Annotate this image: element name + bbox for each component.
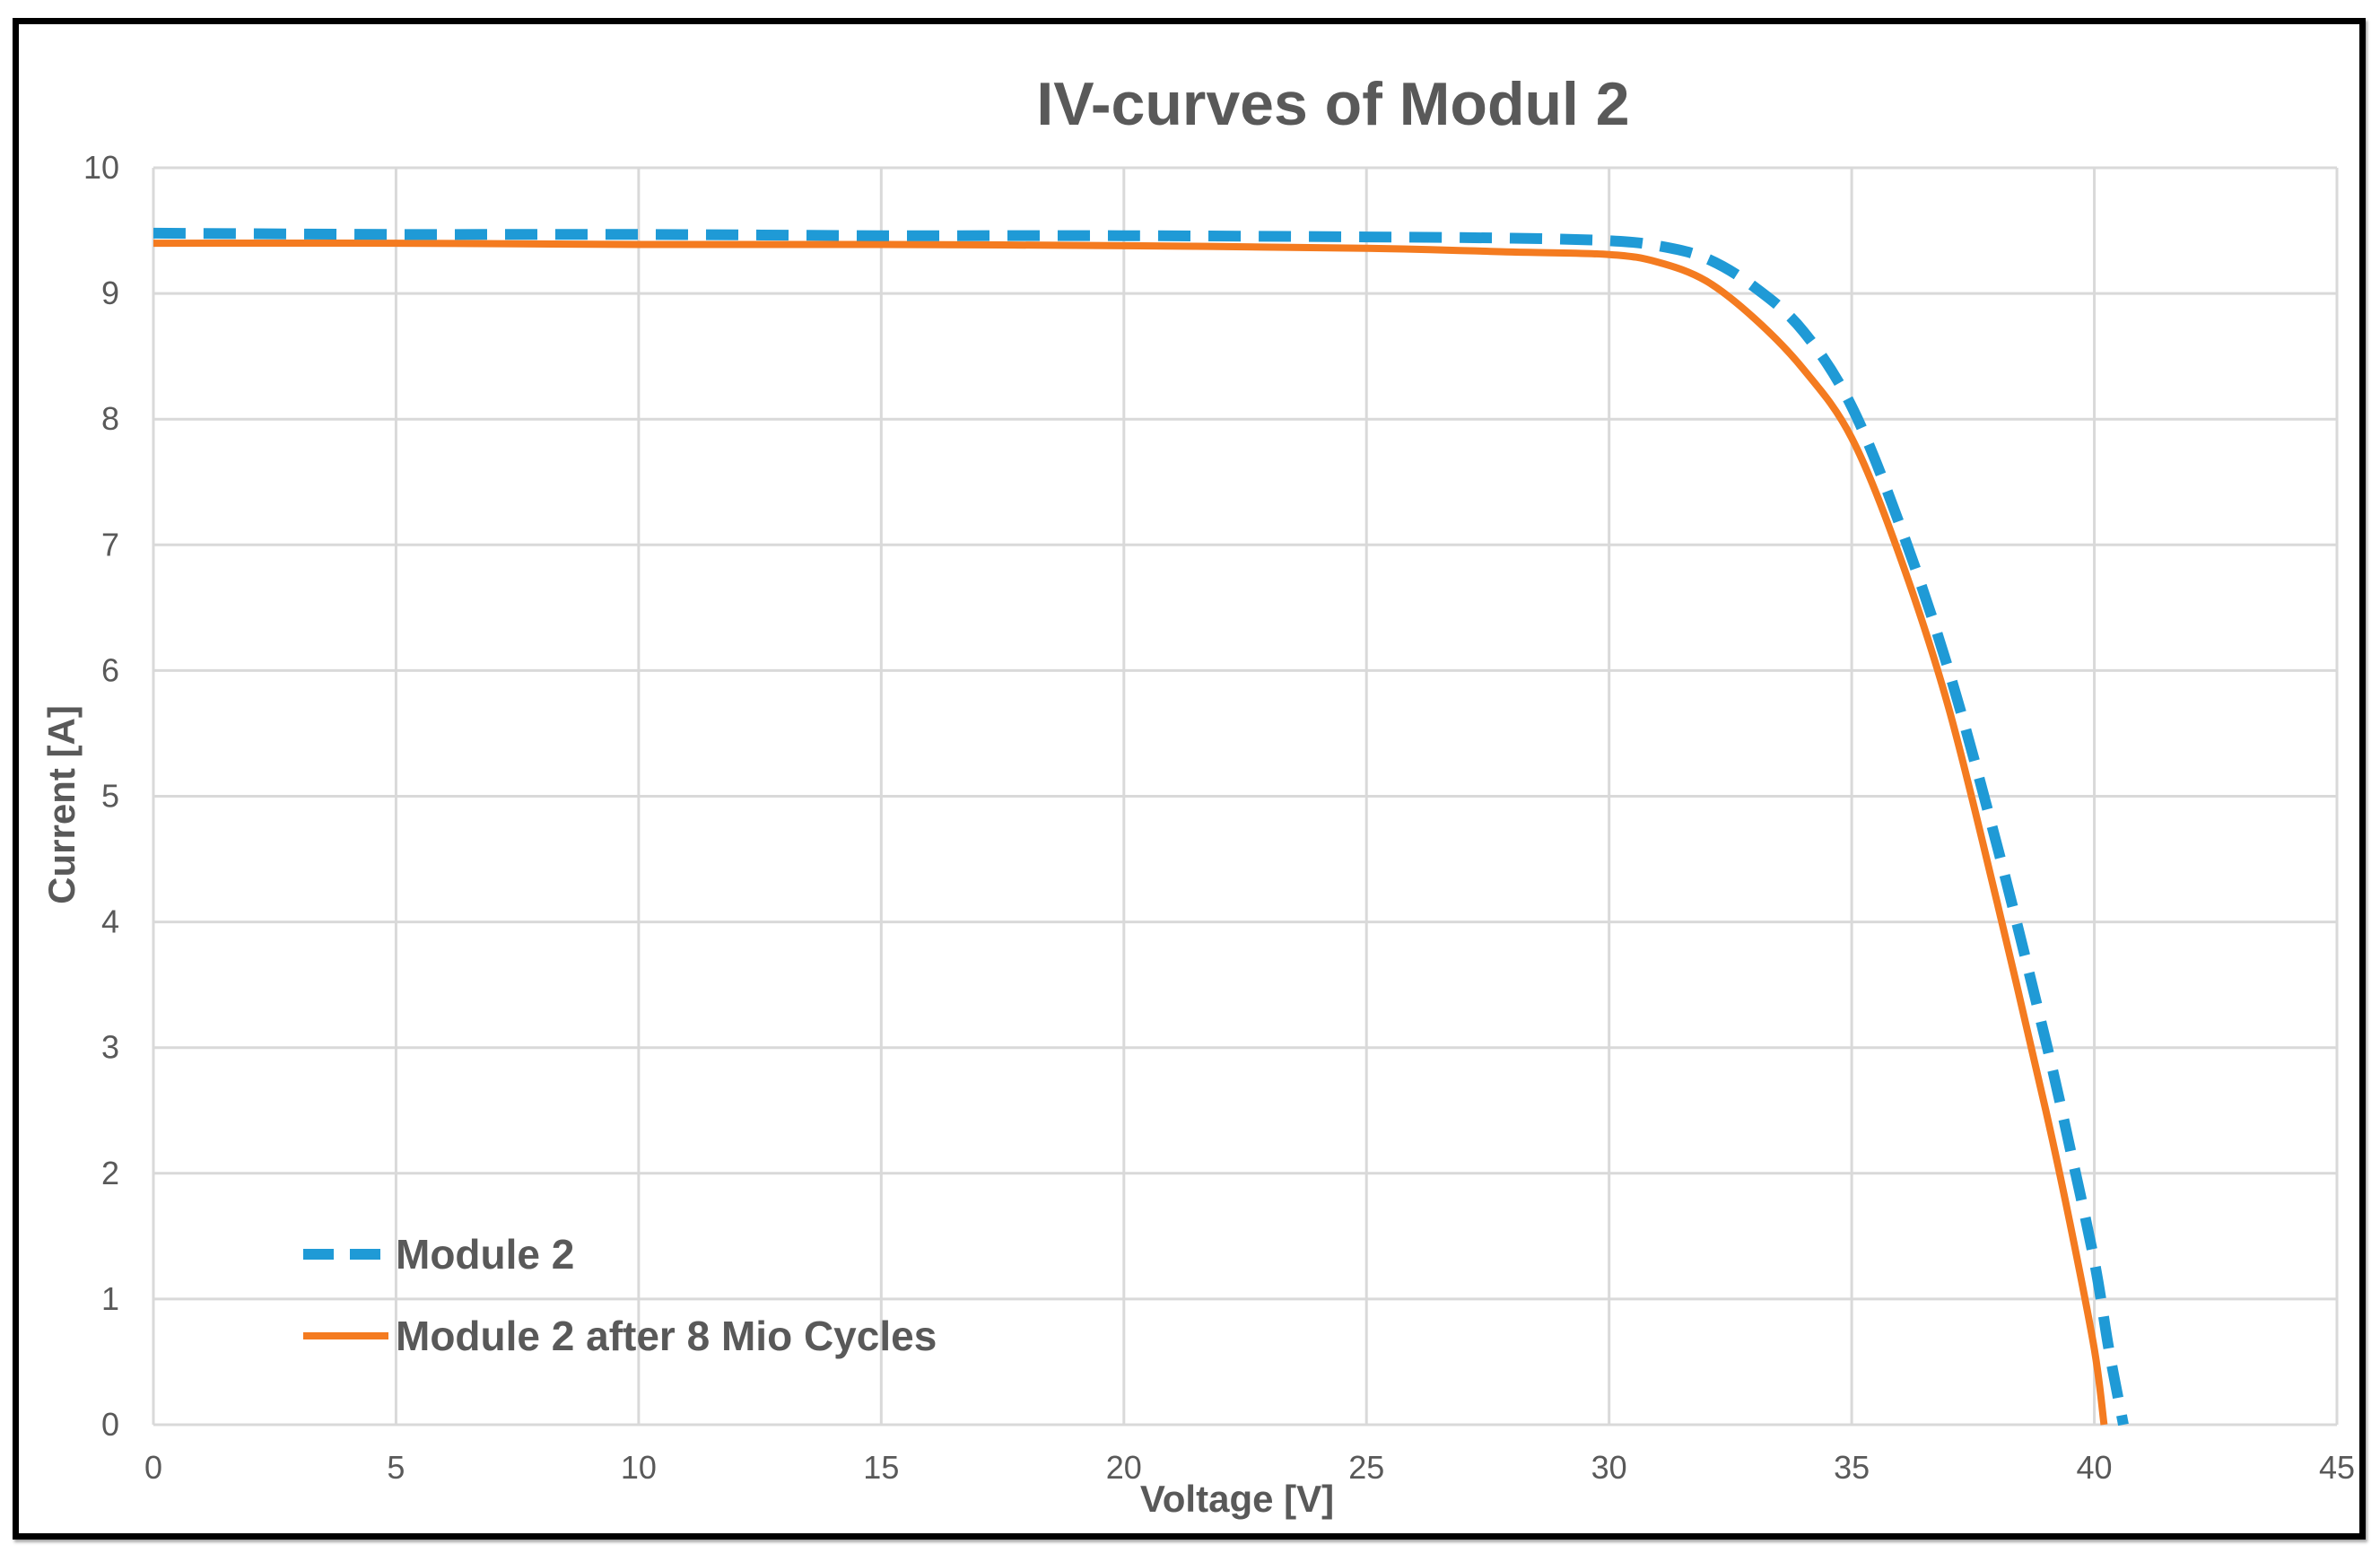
x-tick-label: 20 [1106,1449,1142,1486]
legend-label-module-2: Module 2 [396,1231,574,1278]
y-axis-label: Current [A] [40,705,83,904]
series-line-module-2-after-cycles [153,239,2108,1426]
x-tick-label: 15 [863,1449,899,1486]
y-tick-label: 1 [101,1280,119,1317]
y-tick-label: 9 [101,275,119,311]
chart-title: IV-curves of Modul 2 [1036,70,1629,138]
x-tick-label: 30 [1591,1449,1627,1486]
y-tick-label: 6 [101,651,119,688]
y-tick-label: 0 [101,1406,119,1443]
series-lines [153,227,2129,1426]
chart-frame: 0 5 10 15 20 25 30 35 40 45 0 1 2 3 4 5 6 7 8 9 10 IV-curves… [13,18,2366,1540]
y-tick-label: 5 [101,778,119,815]
x-tick-label: 10 [621,1449,657,1486]
x-tick-label: 40 [2077,1449,2113,1486]
x-tick-label: 25 [1348,1449,1384,1486]
y-tick-label: 10 [83,149,119,186]
y-tick-label: 3 [101,1029,119,1066]
x-tick-label: 0 [144,1449,162,1486]
x-tick-label: 45 [2319,1449,2355,1486]
x-tick-label: 5 [387,1449,405,1486]
legend: Module 2 Module 2 after 8 Mio Cycles [303,1231,937,1359]
y-tick-label: 2 [101,1155,119,1191]
grid-lines [152,166,2339,1426]
y-tick-label: 4 [101,903,119,940]
legend-label-module-2-after-cycles: Module 2 after 8 Mio Cycles [396,1313,937,1359]
x-tick-label: 35 [1834,1449,1870,1486]
x-axis-label: Voltage [V] [1140,1478,1334,1520]
y-tick-label: 8 [101,400,119,437]
series-line-module-2 [153,227,2129,1426]
y-tick-label: 7 [101,526,119,563]
